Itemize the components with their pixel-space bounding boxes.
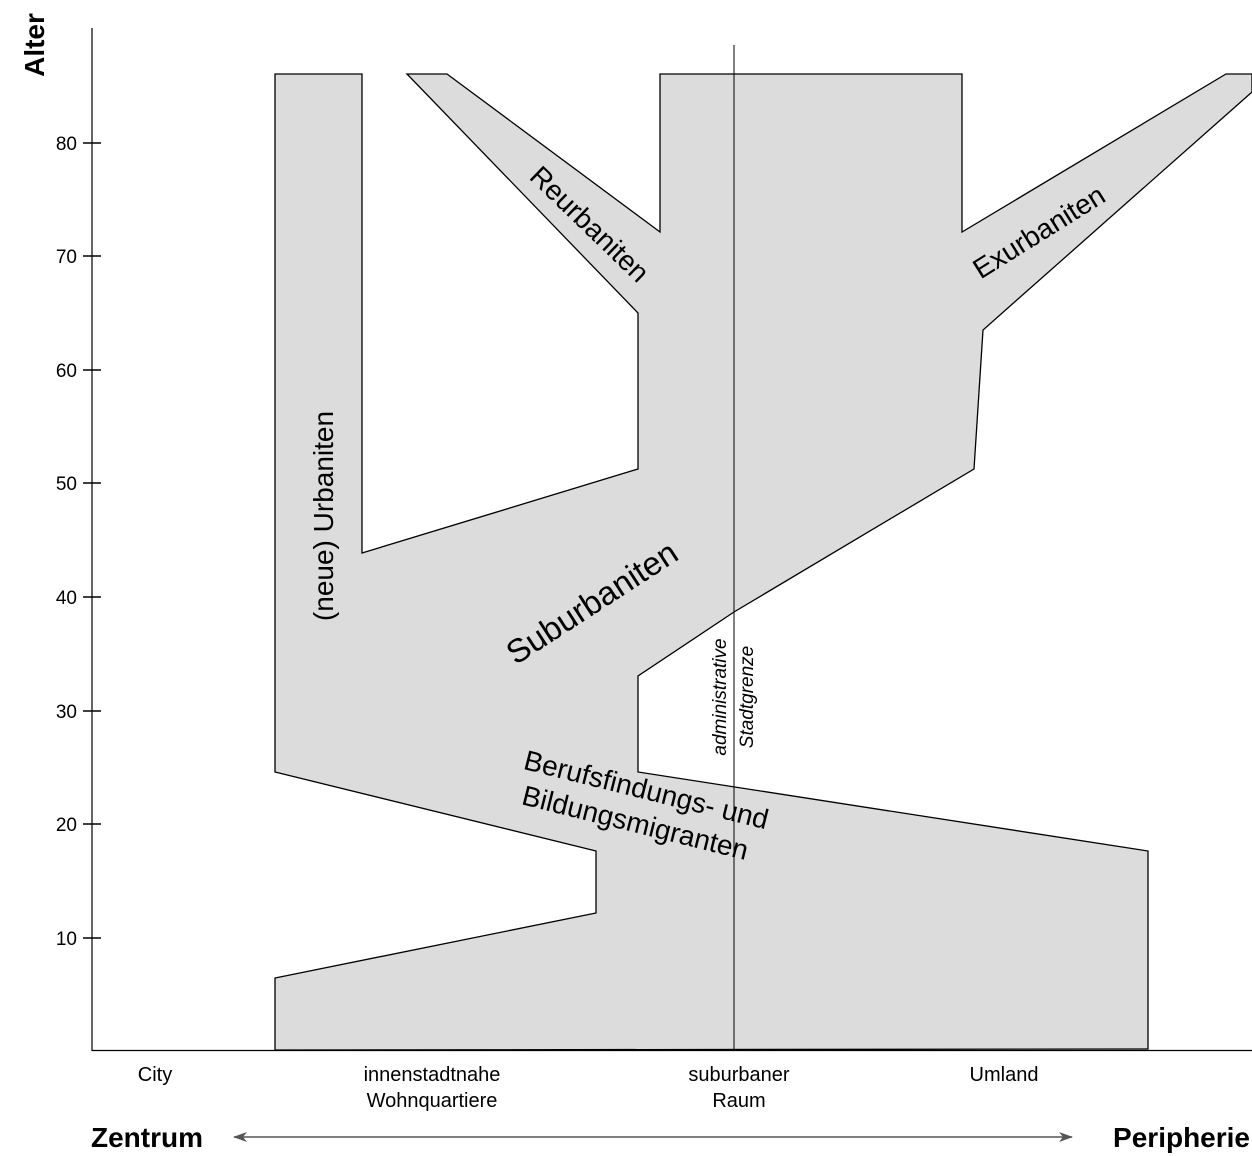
flow-label-urbaniten: (neue) Urbaniten: [308, 411, 339, 621]
zone-label-suburban-1: suburbaner: [688, 1064, 790, 1086]
boundary-label-line1: administrative: [710, 638, 731, 755]
zone-label-umland: Umland: [970, 1064, 1039, 1086]
y-ticks: [83, 142, 101, 939]
y-tick-label-80: 80: [56, 134, 77, 155]
direction-label-right: Peripherie: [1113, 1122, 1250, 1153]
y-tick-label-60: 60: [56, 361, 77, 382]
migration-area: [274, 73, 1252, 1051]
zone-label-inner-2: Wohnquartiere: [367, 1090, 498, 1112]
zone-label-suburban-2: Raum: [712, 1090, 765, 1112]
zone-label-city: City: [138, 1064, 172, 1086]
y-tick-label-70: 70: [56, 247, 77, 268]
y-tick-label-30: 30: [56, 702, 77, 723]
boundary-label-line2: Stadtgrenze: [737, 646, 758, 748]
zone-label-inner-1: innenstadtnahe: [364, 1064, 501, 1086]
direction-label-left: Zentrum: [91, 1122, 203, 1153]
y-tick-label-20: 20: [56, 815, 77, 836]
y-tick-label-10: 10: [56, 929, 77, 950]
y-axis-title: Alter: [19, 13, 50, 77]
y-tick-label-40: 40: [56, 588, 77, 609]
y-tick-labels: 80 70 60 50 40 30 20 10: [56, 134, 77, 950]
y-tick-label-50: 50: [56, 474, 77, 495]
